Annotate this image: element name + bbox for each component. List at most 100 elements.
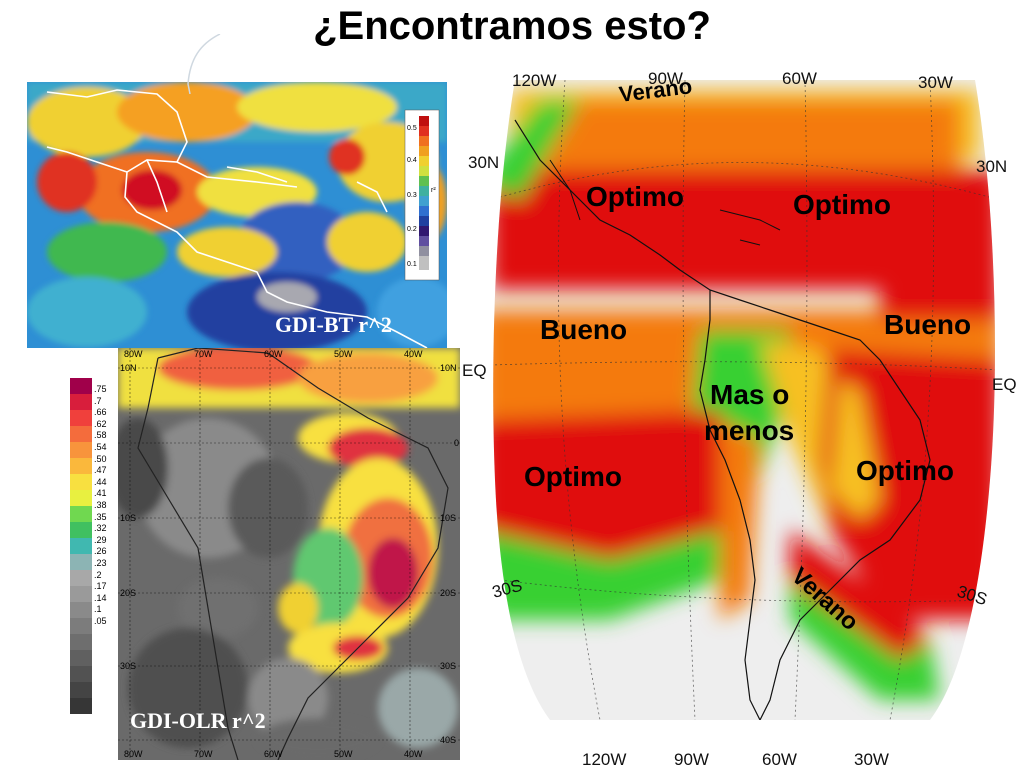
right-top-lon-1: 90W [648, 69, 683, 88]
olr-colorbar-swatch [70, 458, 92, 475]
olr-colorbar-swatch [70, 394, 92, 411]
olr-colorbar-swatch [70, 474, 92, 491]
regions-map: 120W 90W 60W 30W 120W 90W 60W 30W 30N EQ… [460, 60, 1020, 768]
olr-colorbar-swatch [70, 666, 92, 683]
olr-colorbar-swatch [70, 378, 92, 395]
olr-right-lat-0: 10N [440, 363, 457, 373]
olr-colorbar-swatch [70, 650, 92, 667]
right-bottom-lon-1: 90W [674, 750, 709, 768]
olr-right-lat-4: 30S [440, 661, 456, 671]
label-optimo-ne: Optimo [793, 189, 891, 220]
olr-tick: .05 [94, 615, 107, 626]
olr-colorbar-swatch [70, 442, 92, 459]
olr-colorbar-swatch [70, 586, 92, 603]
label-optimo-nw: Optimo [586, 181, 684, 212]
right-top-lon-3: 30W [918, 73, 953, 92]
olr-tick: .7 [94, 395, 102, 406]
olr-bottom-lon-4: 40W [404, 749, 423, 759]
olr-bottom-lon-1: 70W [194, 749, 213, 759]
right-bottom-lon-0: 120W [582, 750, 626, 768]
olr-colorbar-swatch [70, 682, 92, 699]
bt-colorbar-label: r² [431, 187, 436, 194]
olr-tick: .50 [94, 453, 107, 464]
olr-left-lat-1: 10S [120, 513, 136, 523]
olr-tick: .32 [94, 523, 107, 534]
olr-colorbar-swatch [70, 522, 92, 539]
olr-grid [118, 348, 460, 760]
olr-tick: .29 [94, 534, 107, 545]
regions-map-svg: 120W 90W 60W 30W 120W 90W 60W 30W 30N EQ… [462, 69, 1017, 768]
bt-tick-1: 0.4 [407, 157, 417, 164]
olr-colorbar-labels: .75 .7 .66 .62 .58 .54 .50 .47 .44 .41 .… [94, 384, 118, 627]
gdi-bt-colorbar [419, 116, 429, 270]
olr-right-lat-2: 10S [440, 513, 456, 523]
olr-left-lat-2: 20S [120, 588, 136, 598]
olr-tick: .35 [94, 511, 107, 522]
olr-tick: .75 [94, 384, 107, 394]
bt-tick-0: 0.5 [407, 125, 417, 132]
olr-right-lat-3: 20S [440, 588, 456, 598]
olr-colorbar-svg [70, 378, 92, 715]
olr-tick: .1 [94, 604, 102, 615]
gdi-bt-caption: GDI-BT r^2 [275, 312, 392, 337]
olr-tick: .26 [94, 546, 107, 557]
right-bottom-lon-2: 60W [762, 750, 797, 768]
olr-tick: .23 [94, 557, 107, 568]
olr-tick: .44 [94, 476, 107, 487]
coastline-overflow [187, 34, 221, 94]
olr-colorbar-swatch [70, 698, 92, 715]
slide-title: ¿Encontramos esto? [313, 4, 711, 48]
olr-top-lon-3: 50W [334, 349, 353, 359]
olr-top-lon-2: 60W [264, 349, 283, 359]
olr-top-lon-4: 40W [404, 349, 423, 359]
label-optimo-sw: Optimo [524, 461, 622, 492]
gdi-bt-heatmap: 0.5 0.4 0.3 0.2 0.1 r² [27, 82, 447, 348]
olr-colorbar-swatch [70, 554, 92, 571]
olr-tick: .17 [94, 581, 107, 592]
olr-colorbar-swatch [70, 634, 92, 651]
olr-bottom-lon-0: 80W [124, 749, 143, 759]
olr-right-lat-1: 0 [454, 438, 459, 448]
right-top-lon-2: 60W [782, 69, 817, 88]
right-lat-right-1: EQ [992, 375, 1017, 394]
olr-bottom-lon-3: 50W [334, 749, 353, 759]
olr-colorbar-swatch [70, 602, 92, 619]
olr-tick: .41 [94, 488, 107, 499]
regions-coastline [514, 119, 931, 720]
right-bottom-lon-3: 30W [854, 750, 889, 768]
olr-tick: .38 [94, 499, 107, 510]
olr-colorbar-swatch [70, 570, 92, 587]
olr-top-lon-1: 70W [194, 349, 213, 359]
gdi-olr-map: 80W 70W 60W 50W 40W 80W 70W 60W 50W 40W … [118, 348, 460, 760]
label-bueno-e: Bueno [884, 309, 971, 340]
olr-colorbar [70, 378, 92, 715]
olr-coastline [137, 348, 449, 760]
bt-tick-2: 0.3 [407, 192, 417, 199]
olr-left-lat-3: 30S [120, 661, 136, 671]
olr-colorbar-swatch [70, 426, 92, 443]
olr-tick: .62 [94, 418, 107, 429]
right-lat-left-0: 30N [468, 153, 499, 172]
olr-left-lat-0: 10N [120, 363, 137, 373]
label-mas-o: Mas o [710, 379, 789, 410]
bt-tick-4: 0.1 [407, 261, 417, 268]
olr-top-lon-0: 80W [124, 349, 143, 359]
gdi-olr-heatmap: 80W 70W 60W 50W 40W 80W 70W 60W 50W 40W … [118, 348, 460, 760]
olr-tick: .47 [94, 465, 107, 476]
olr-tick: .66 [94, 407, 107, 418]
olr-colorbar-swatch [70, 538, 92, 555]
olr-right-lat-5: 40S [440, 735, 456, 745]
bt-tick-3: 0.2 [407, 226, 417, 233]
label-menos: menos [704, 415, 794, 446]
right-lat-right-0: 30N [976, 157, 1007, 176]
olr-colorbar-swatch [70, 490, 92, 507]
gdi-bt-map: 0.5 0.4 0.3 0.2 0.1 r² GDI-BT r^2 [27, 82, 447, 348]
olr-colorbar-swatch [70, 410, 92, 427]
label-optimo-se: Optimo [856, 455, 954, 486]
right-top-lon-0: 120W [512, 71, 556, 90]
olr-tick: .58 [94, 430, 107, 441]
olr-tick: .2 [94, 569, 102, 580]
olr-bottom-lon-2: 60W [264, 749, 283, 759]
gdi-olr-caption: GDI-OLR r^2 [130, 708, 266, 733]
right-lat-left-1: EQ [462, 361, 487, 380]
